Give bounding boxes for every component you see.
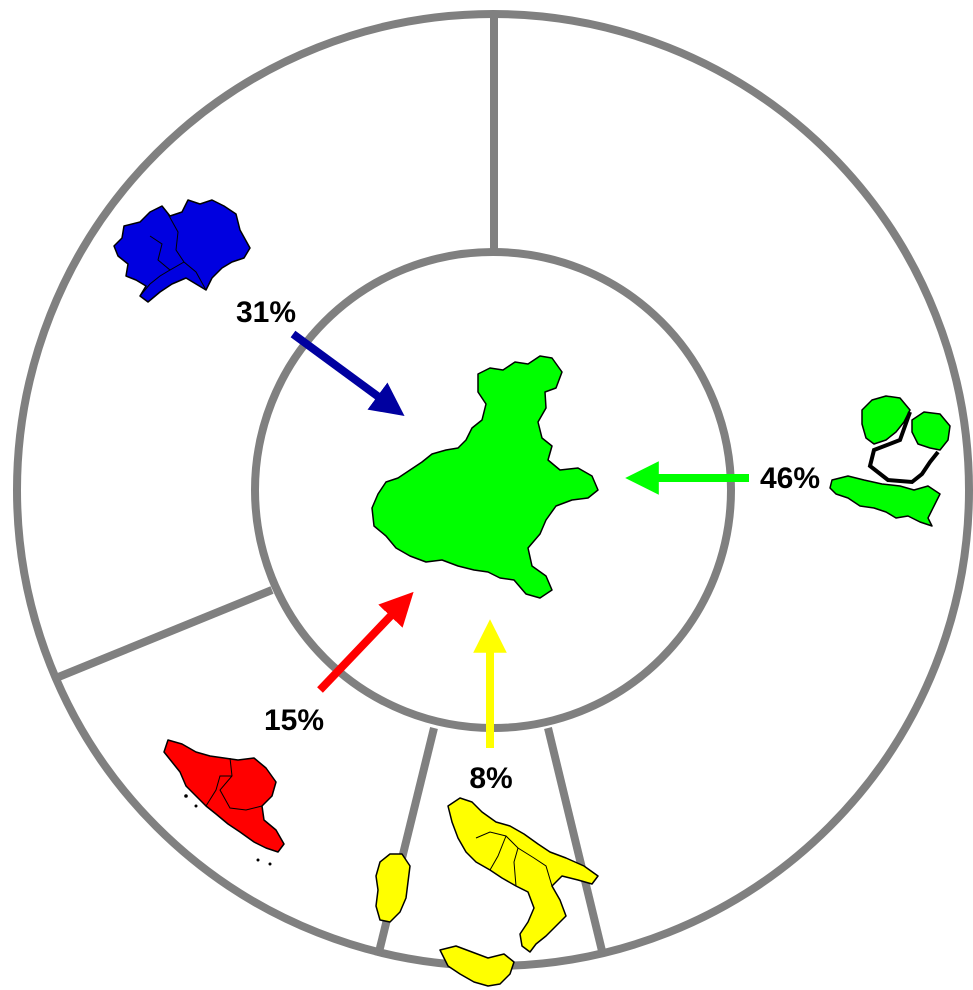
north-west-region-map-icon (113, 199, 251, 303)
arrow-north-west (290, 330, 405, 416)
north-east-region-map-icon (829, 395, 951, 527)
veneto-map-icon (371, 355, 599, 599)
label-south: 8% (469, 762, 512, 795)
divider-south-right (544, 727, 607, 956)
centre-region-map-icon (163, 739, 285, 866)
south-islands-region-map-icon (375, 797, 599, 987)
label-north-west: 31% (236, 296, 296, 329)
divider-west (54, 586, 274, 682)
arrow-centre (317, 591, 414, 693)
label-north-east: 46% (760, 462, 820, 495)
label-centre: 15% (264, 704, 324, 737)
